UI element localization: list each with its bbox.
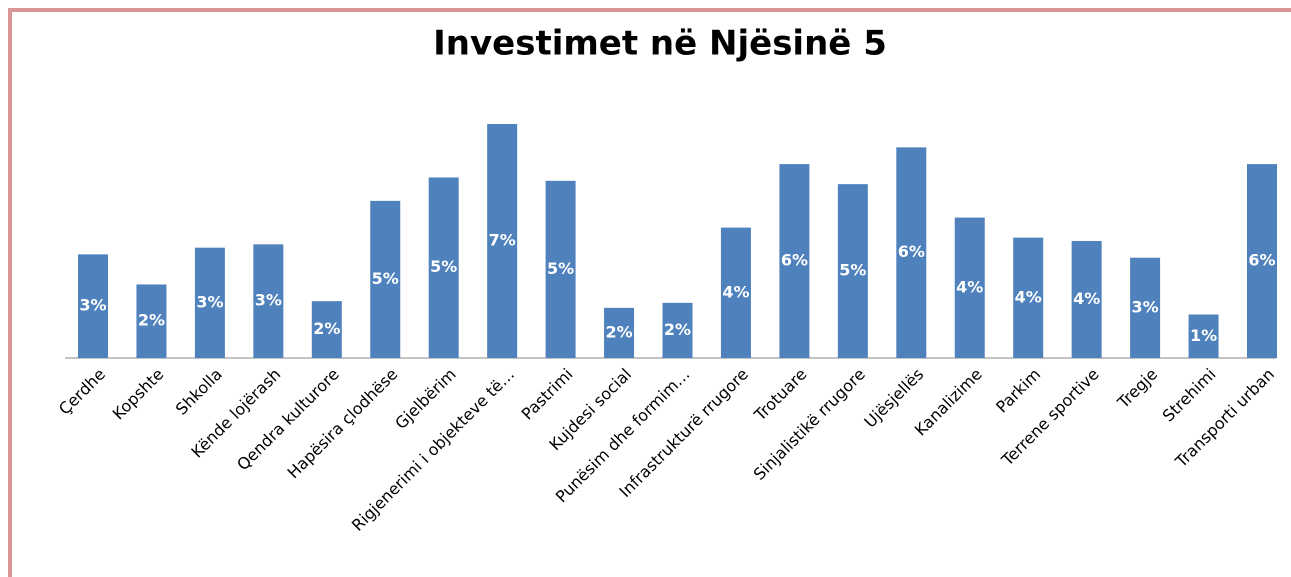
x-tick-label: Sinjalistikë rrugore [750, 365, 869, 484]
bar [1130, 257, 1161, 358]
bar [311, 301, 342, 358]
bar [1188, 314, 1219, 358]
chart-title: Investimet në Njësinë 5 [433, 24, 887, 64]
bar [1071, 240, 1102, 358]
bar [779, 164, 810, 358]
bar [487, 123, 518, 358]
value-label: 6% [898, 242, 925, 261]
bar [604, 307, 635, 358]
value-label: 3% [79, 296, 106, 315]
x-tick-label: Transporti urban [1171, 365, 1278, 472]
value-label: 2% [605, 322, 632, 341]
value-label: 6% [781, 251, 808, 270]
x-tick-label: Kopshte [109, 365, 168, 424]
bar [954, 217, 985, 358]
value-label: 2% [664, 320, 691, 339]
bar [253, 244, 284, 358]
value-label: 3% [255, 291, 282, 310]
value-label: 5% [547, 259, 574, 278]
value-label: 7% [489, 230, 516, 249]
value-label: 2% [313, 319, 340, 338]
x-tick-label: Trotuare [750, 365, 811, 426]
x-tick-label: Tregje [1113, 365, 1161, 413]
x-tick-label: Qendra kulturore [233, 365, 343, 475]
value-label: 4% [1015, 287, 1042, 306]
bar [1013, 237, 1044, 358]
value-label: 4% [722, 282, 749, 301]
x-tick-label: Pastrimi [518, 365, 577, 424]
bar [370, 200, 401, 358]
x-tick-label: Hapësira çlodhëse [284, 365, 402, 483]
value-label: 3% [1132, 297, 1159, 316]
value-label: 4% [1073, 289, 1100, 308]
bar [428, 177, 459, 358]
value-label: 3% [196, 292, 223, 311]
x-tick-label: Terrene sportive [997, 365, 1103, 471]
bar [720, 227, 751, 358]
value-label: 4% [956, 277, 983, 296]
bar [545, 180, 576, 358]
x-tick-label: Parkim [992, 365, 1044, 417]
bar [662, 302, 693, 358]
value-label: 6% [1248, 251, 1275, 270]
bar [194, 247, 225, 358]
value-label: 5% [430, 257, 457, 276]
value-label: 2% [138, 311, 165, 330]
bar [1247, 164, 1277, 358]
bar [896, 147, 927, 358]
bar [78, 254, 108, 358]
bar [837, 184, 868, 358]
value-label: 1% [1190, 326, 1217, 345]
x-tick-label: Strehimi [1159, 365, 1220, 426]
value-label: 5% [372, 269, 399, 288]
x-tick-label: Çerdhe [55, 365, 109, 419]
bar [136, 284, 167, 358]
value-label: 5% [839, 261, 866, 280]
x-tick-label: Shkolla [172, 365, 226, 419]
